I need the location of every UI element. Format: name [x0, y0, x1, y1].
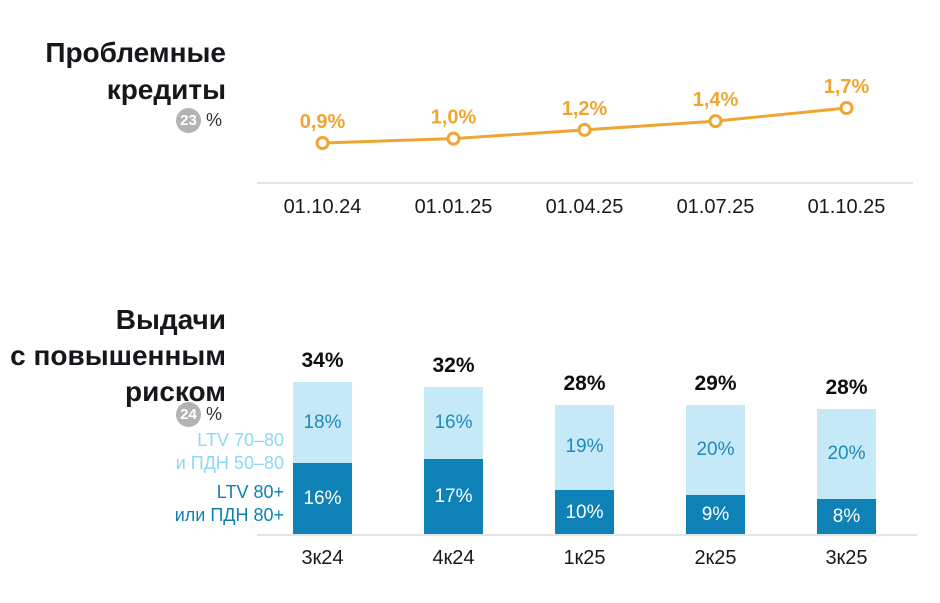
- bar-segment-label: 17%: [434, 485, 473, 507]
- legend-line: LTV 70–80: [197, 430, 284, 450]
- bar-segment-dark: 16%: [293, 463, 352, 535]
- bar-total-label: 32%: [432, 353, 475, 377]
- title-line: Проблемные: [45, 37, 226, 68]
- bar-column: 34% 18% 16%: [257, 340, 388, 535]
- x-axis-label: 01.10.24: [283, 196, 362, 218]
- data-point-label: 1,7%: [824, 76, 870, 98]
- x-axis-label: 01.07.25: [676, 196, 755, 218]
- bar-segment-label: 18%: [303, 411, 342, 433]
- bar-column: 28% 19% 10%: [519, 340, 650, 535]
- bar-segment-dark: 9%: [686, 494, 745, 535]
- bar-total-label: 28%: [563, 371, 606, 395]
- bar-segment-label: 20%: [696, 438, 735, 460]
- bar-segment-label: 19%: [565, 436, 604, 458]
- bar-segment-dark: 17%: [424, 458, 483, 535]
- legend-item-ltv-80-plus: LTV 80+ или ПДН 80+: [0, 481, 284, 527]
- percent-unit-label: %: [205, 110, 222, 130]
- bar-segment-light: 16%: [424, 386, 483, 459]
- bar-segment-label: 20%: [827, 443, 866, 464]
- title-line: риском: [125, 376, 226, 407]
- legend-line: и ПДН 50–80: [175, 453, 284, 473]
- bar-total-label: 29%: [694, 371, 737, 395]
- bar-column: 29% 20% 9%: [650, 340, 781, 535]
- bar-segment-label: 16%: [434, 411, 473, 433]
- bar-segment-label: 10%: [565, 501, 604, 523]
- x-axis-label: 01.10.25: [807, 196, 886, 218]
- bar-column: 28% 20% 8%: [781, 340, 912, 535]
- data-point-label: 1,0%: [431, 107, 477, 129]
- footnote-badge: 24: [175, 402, 201, 427]
- bar-segment-label: 8%: [832, 506, 861, 527]
- risky-issuance-x-axis: [257, 534, 917, 536]
- title-line: Выдачи: [115, 304, 226, 335]
- bar-segment-light: 19%: [555, 404, 614, 490]
- risky-issuance-footnote: 24 %: [0, 402, 226, 427]
- problem-loans-footnote: 23 %: [0, 108, 226, 133]
- data-point-marker: [708, 114, 723, 129]
- x-axis-label: 4к24: [432, 547, 475, 569]
- risky-issuance-title: Выдачи с повышенным риском: [0, 302, 226, 410]
- data-point-label: 1,2%: [562, 98, 608, 120]
- legend-line: или ПДН 80+: [174, 505, 284, 525]
- bar-segment-light: 20%: [686, 404, 745, 495]
- legend-item-ltv-70-80: LTV 70–80 и ПДН 50–80: [0, 429, 284, 475]
- bar-segment-light: 18%: [293, 382, 352, 463]
- bar-total-label: 34%: [301, 349, 344, 372]
- data-point-marker: [446, 131, 461, 146]
- problem-loans-title: Проблемные кредиты: [0, 34, 226, 108]
- problem-loans-x-axis: [257, 182, 913, 184]
- problem-loans-line-chart: 0,9% 1,0% 1,2% 1,4% 1,7%: [300, 76, 870, 150]
- data-point-marker: [839, 101, 854, 115]
- bar-segment-dark: 10%: [555, 490, 614, 535]
- data-point-marker: [315, 136, 330, 150]
- risky-issuance-bars: 34% 18% 16% 32% 16% 17% 28% 19% 10% 29% 20% 9% 28% 20…: [257, 340, 912, 535]
- bar-segment-label: 16%: [303, 488, 342, 509]
- data-point-label: 1,4%: [693, 89, 739, 111]
- x-axis-label: 1к25: [563, 547, 606, 569]
- bar-segment-dark: 8%: [817, 499, 876, 535]
- problem-loans-x-labels: 01.10.24 01.01.25 01.04.25 01.07.25 01.10.25: [257, 196, 912, 219]
- title-line: с повышенным: [10, 340, 226, 371]
- x-axis-label: 01.01.25: [414, 196, 493, 218]
- title-line: кредиты: [106, 74, 226, 105]
- risky-issuance-x-labels: 3к24 4к24 1к25 2к25 3к25: [257, 547, 912, 570]
- footnote-badge: 23: [175, 108, 201, 133]
- data-point-label: 0,9%: [300, 111, 346, 133]
- x-axis-label: 3к25: [825, 547, 868, 569]
- bar-total-label: 28%: [825, 376, 868, 399]
- data-point-marker: [577, 122, 592, 137]
- x-axis-label: 3к24: [301, 547, 344, 569]
- x-axis-label: 01.04.25: [545, 196, 624, 218]
- percent-unit-label: %: [205, 404, 222, 424]
- legend-line: LTV 80+: [216, 482, 284, 502]
- x-axis-label: 2к25: [694, 547, 737, 569]
- bar-column: 32% 16% 17%: [388, 340, 519, 535]
- bar-segment-label: 9%: [701, 503, 730, 525]
- bar-segment-light: 20%: [817, 409, 876, 499]
